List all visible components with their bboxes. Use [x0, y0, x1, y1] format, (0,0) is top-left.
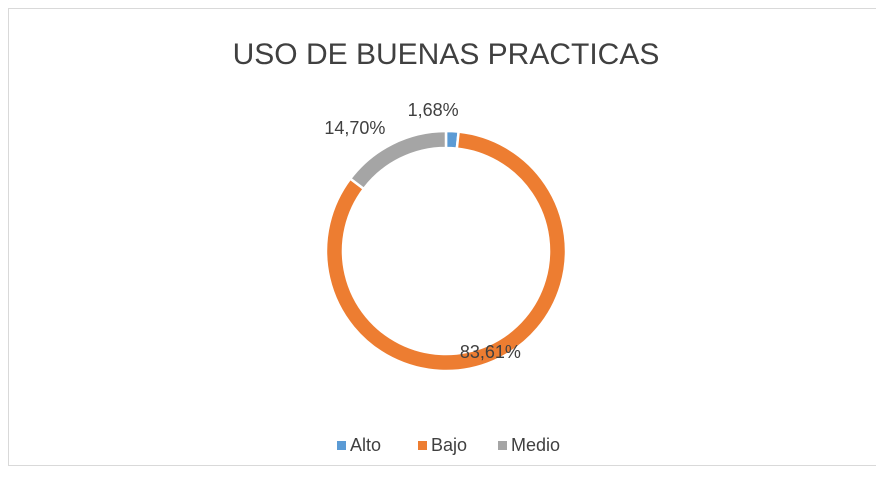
data-label: 1,68%	[408, 100, 459, 120]
legend-label: Medio	[511, 435, 560, 455]
legend-swatch	[337, 441, 346, 450]
donut-segment	[348, 129, 448, 191]
legend-swatch	[498, 441, 507, 450]
data-label: 83,61%	[460, 342, 521, 362]
data-label: 14,70%	[324, 118, 385, 138]
legend-swatch	[418, 441, 427, 450]
chart-title: USO DE BUENAS PRACTICAS	[233, 38, 660, 71]
chart-frame	[8, 8, 876, 466]
donut-segment	[324, 130, 568, 373]
legend-label: Bajo	[431, 435, 467, 455]
legend-label: Alto	[350, 435, 381, 455]
